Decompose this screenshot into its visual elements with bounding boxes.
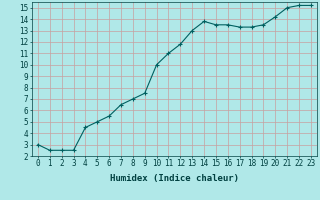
X-axis label: Humidex (Indice chaleur): Humidex (Indice chaleur) — [110, 174, 239, 183]
